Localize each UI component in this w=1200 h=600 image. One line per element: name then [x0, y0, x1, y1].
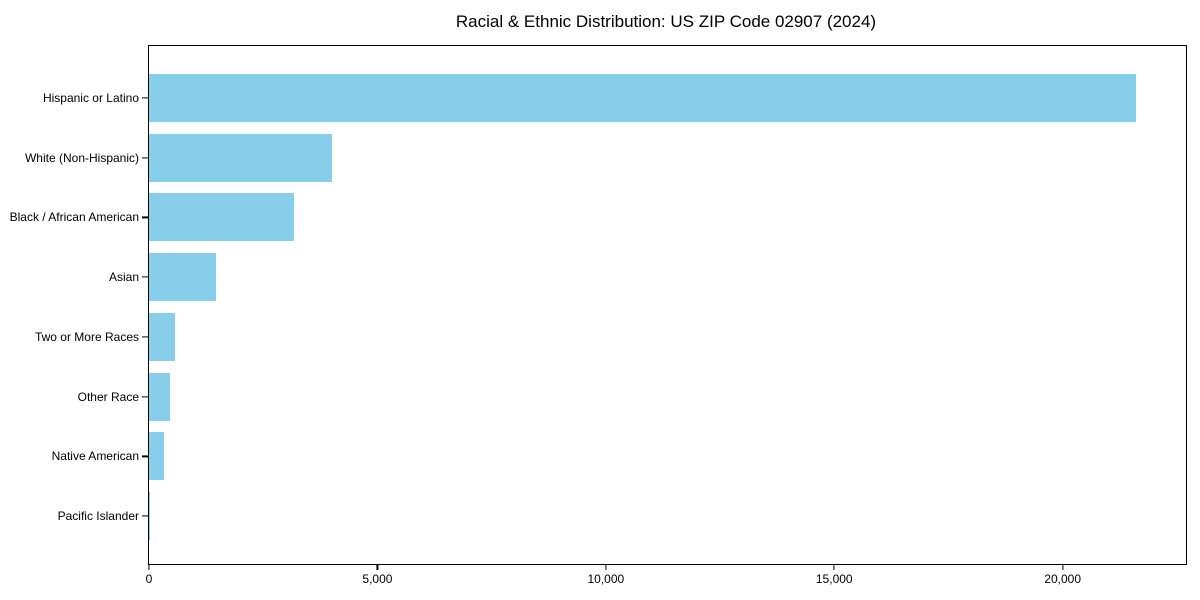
chart-title: Racial & Ethnic Distribution: US ZIP Cod…: [455, 12, 877, 31]
bar: [149, 253, 216, 302]
x-tick-label: 5,000: [362, 572, 393, 586]
y-tick-label: White (Non-Hispanic): [24, 150, 139, 165]
bar: [149, 432, 165, 481]
bar: [149, 193, 295, 242]
y-tick-label: Two or More Races: [34, 329, 139, 344]
y-tick-mark: [142, 396, 148, 398]
plot-area: Hispanic or Latino White (Non-Hispanic) Bl…: [10, 45, 1187, 586]
y-tick-mark: [142, 276, 148, 278]
y-tick-label: Asian: [108, 270, 139, 285]
y-tick-mark: [142, 157, 148, 159]
x-tick-mark: [1062, 564, 1064, 570]
bar: [149, 73, 1136, 122]
bar: [149, 312, 176, 361]
x-tick-label: 15,000: [815, 572, 853, 586]
x-tick-mark: [833, 564, 835, 570]
bar: [149, 492, 150, 541]
x-tick-label: 10,000: [587, 572, 625, 586]
y-tick-mark: [142, 216, 148, 218]
y-tick-mark: [142, 336, 148, 338]
x-tick-label: 20,000: [1044, 572, 1082, 586]
y-tick-mark: [142, 515, 148, 517]
y-tick-mark: [142, 455, 148, 457]
y-tick-label: Native American: [51, 449, 139, 464]
y-tick-mark: [142, 97, 148, 99]
bar: [149, 372, 170, 421]
x-tick-mark: [605, 564, 607, 570]
y-tick-label: Hispanic or Latino: [42, 90, 139, 105]
x-tick-label: 0: [145, 572, 153, 586]
x-tick-mark: [148, 564, 150, 570]
y-tick-label: Other Race: [77, 389, 139, 404]
x-tick-mark: [376, 564, 378, 570]
y-tick-label: Black / African American: [9, 210, 139, 225]
y-tick-label: Pacific Islander: [57, 509, 139, 524]
bar: [149, 133, 332, 182]
